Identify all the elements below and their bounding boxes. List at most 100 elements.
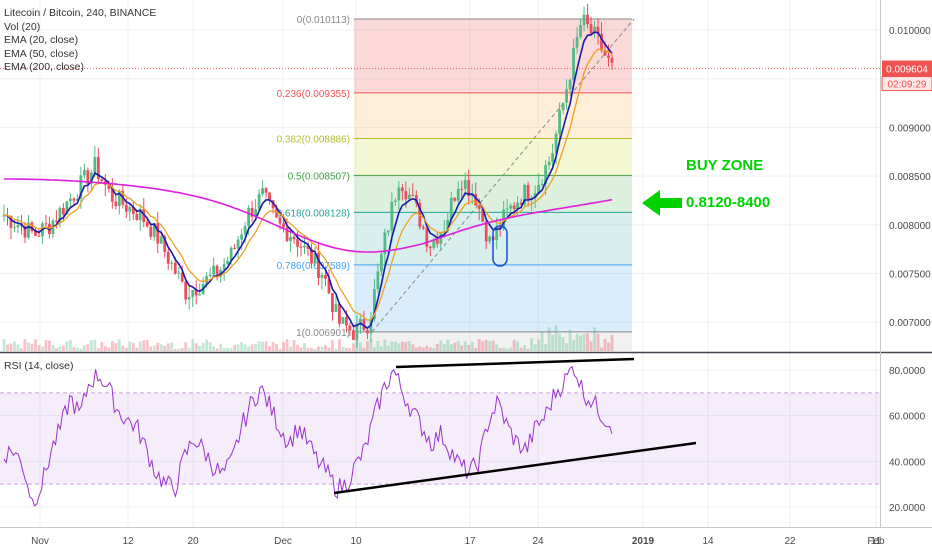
volume-bar	[184, 342, 188, 351]
candle-body	[400, 187, 404, 192]
volume-bar	[432, 348, 436, 351]
candle-body	[135, 213, 139, 220]
volume-bar	[65, 341, 69, 351]
volume-bar	[470, 341, 474, 351]
candle-body	[264, 188, 268, 193]
candle-body	[460, 188, 464, 190]
rsi-tick-label: 60.0000	[889, 412, 926, 423]
volume-bar	[519, 347, 523, 351]
volume-bar	[421, 347, 425, 351]
volume-bar	[149, 346, 153, 351]
volume-bar	[285, 339, 289, 351]
volume-bar	[124, 347, 128, 351]
candle-body	[292, 236, 296, 240]
volume-bar	[544, 343, 548, 351]
ema200-line	[4, 178, 613, 253]
price-tick-label: 0.008500	[889, 172, 931, 183]
volume-bar	[75, 347, 79, 351]
time-tick-label: 11	[871, 536, 882, 547]
candle-body	[198, 294, 202, 296]
price-tick-label: 0.010000	[889, 26, 931, 37]
candle-body	[390, 201, 394, 231]
candle-body	[366, 330, 369, 334]
candle-body	[243, 226, 247, 235]
candle-body	[533, 193, 537, 198]
volume-bar	[212, 346, 216, 351]
highlight-oval	[492, 225, 508, 267]
volume-bar	[600, 347, 603, 351]
volume-bar	[376, 341, 380, 351]
candle-body	[456, 188, 460, 201]
volume-bar	[554, 325, 558, 351]
volume-bar	[425, 345, 429, 351]
volume-bar	[579, 335, 582, 351]
volume-bar	[411, 344, 415, 351]
candle-body	[208, 274, 212, 277]
fib-zone	[354, 18, 632, 93]
candle-body	[296, 239, 299, 247]
volume-bar	[201, 342, 205, 351]
volume-bar	[166, 343, 170, 351]
volume-bar	[404, 342, 408, 351]
candle-body	[138, 208, 142, 220]
candle-body	[446, 219, 450, 232]
volume-bar	[348, 348, 352, 351]
candle-body	[187, 297, 191, 300]
volume-bar	[96, 348, 100, 351]
volume-bar	[264, 341, 268, 351]
rsi-band	[0, 392, 880, 485]
candle-body	[345, 317, 348, 326]
volume-bar	[23, 339, 27, 351]
time-tick-label: 14	[702, 536, 714, 547]
fib-level-label: 1(0.006901)	[296, 328, 350, 339]
volume-bar	[456, 341, 460, 351]
candle-body	[289, 236, 292, 242]
candle-body	[600, 33, 603, 51]
volume-bar	[289, 346, 292, 351]
volume-bar	[379, 346, 383, 351]
candle-body	[58, 207, 62, 222]
volume-bar	[233, 344, 237, 351]
volume-bar	[338, 339, 341, 351]
volume-bar	[100, 341, 104, 351]
candle-body	[191, 290, 195, 298]
candle-body	[55, 220, 58, 222]
volume-bar	[6, 344, 9, 351]
volume-bar	[505, 348, 509, 351]
candle-body	[82, 170, 86, 176]
price-tick-label: 0.008000	[889, 221, 931, 232]
volume-bar	[551, 334, 554, 351]
volume-bar	[366, 341, 369, 351]
volume-bar	[509, 347, 513, 351]
candle-body	[523, 184, 527, 205]
volume-bar	[41, 346, 44, 351]
buy-zone-label: BUY ZONE	[686, 157, 764, 174]
candle-body	[439, 233, 443, 244]
candle-body	[593, 26, 596, 34]
candle-body	[432, 239, 436, 249]
volume-bar	[278, 348, 282, 351]
candle-body	[110, 188, 114, 202]
rsi-tick-label: 20.0000	[889, 503, 926, 514]
candle-body	[117, 190, 121, 207]
volume-bar	[383, 339, 387, 351]
price-tags: 0.009604 02:09:29	[881, 60, 932, 92]
volume-bar	[250, 344, 254, 351]
volume-bar	[498, 348, 502, 351]
volume-bar	[362, 347, 366, 351]
volume-bar	[310, 348, 313, 351]
candle-body	[317, 253, 320, 279]
candle-body	[544, 165, 548, 185]
candle-body	[152, 223, 156, 237]
candle-body	[561, 102, 565, 111]
volume-bar	[110, 341, 114, 351]
volume-bar	[533, 344, 537, 351]
candle-body	[565, 89, 568, 103]
volume-bar	[114, 343, 118, 351]
rsi-axis[interactable]: 80.0000 60.0000 40.0000 20.0000	[889, 366, 926, 514]
volume-bar	[138, 341, 142, 351]
time-tick-label: Nov	[31, 536, 49, 547]
volume-bar	[453, 342, 457, 351]
